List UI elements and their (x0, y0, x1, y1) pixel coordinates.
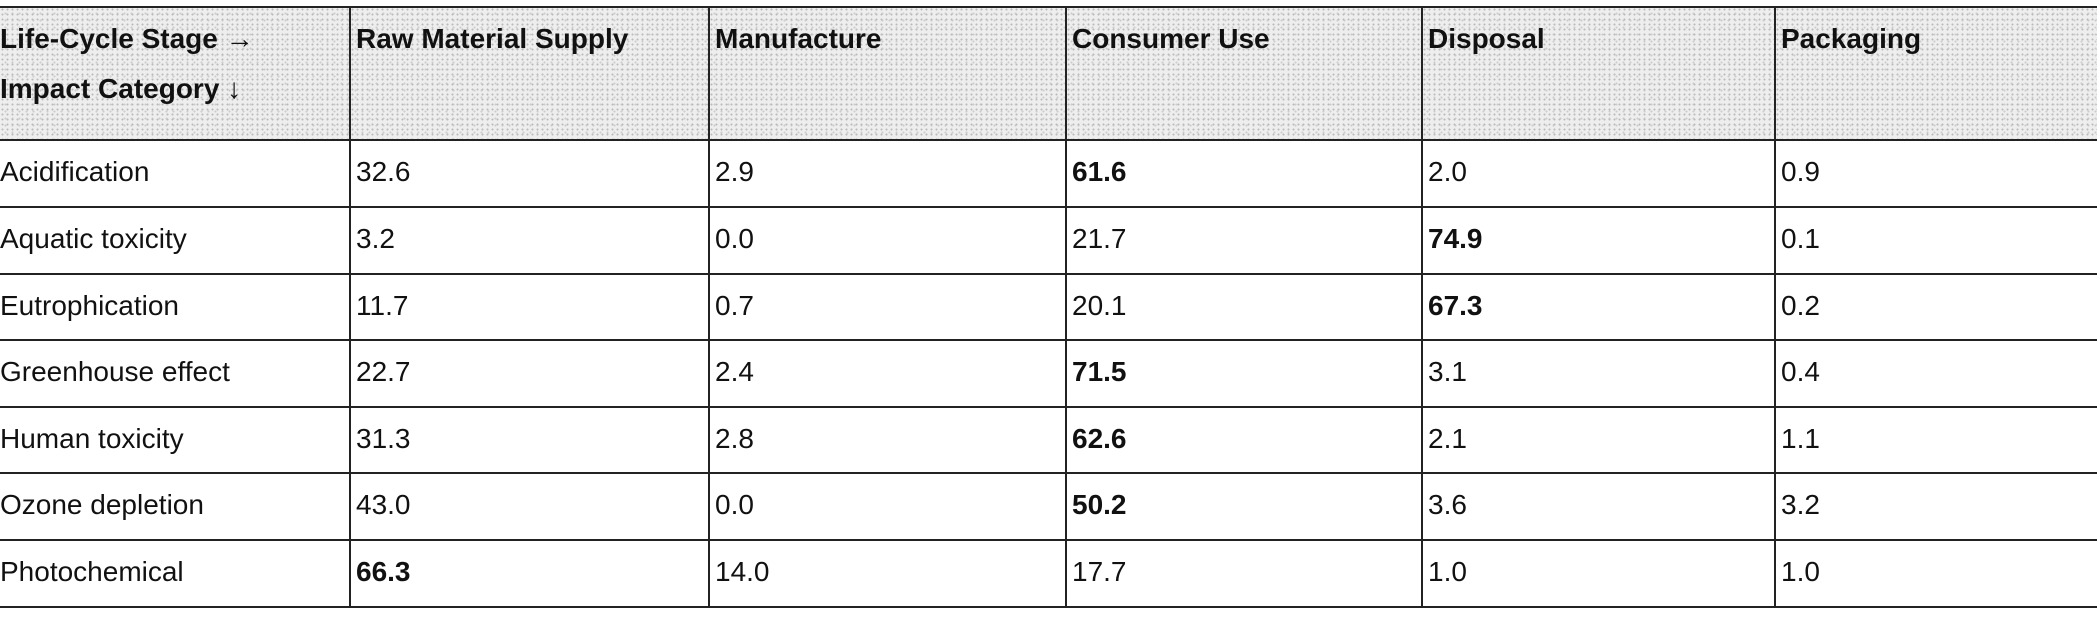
row-rule (0, 406, 2097, 408)
value-cell: 31.3 (356, 423, 411, 454)
row-label: Greenhouse effect (0, 356, 230, 387)
row-rule (0, 339, 2097, 341)
value-cell: 14.0 (715, 556, 770, 587)
value-cell: 3.6 (1428, 489, 1467, 520)
value-cell: 3.2 (356, 223, 395, 254)
value-cell: 2.8 (715, 423, 754, 454)
value-cell: 1.0 (1781, 556, 1820, 587)
value-cell: 3.2 (1781, 489, 1820, 520)
value-cell: 2.1 (1428, 423, 1467, 454)
row-label: Aquatic toxicity (0, 223, 187, 254)
value-cell: 50.2 (1072, 489, 1127, 520)
value-cell: 2.4 (715, 356, 754, 387)
value-cell: 74.9 (1428, 223, 1483, 254)
value-cell: 0.0 (715, 223, 754, 254)
column-header: Manufacture (709, 7, 1066, 140)
row-rule (0, 206, 2097, 208)
column-rule (708, 7, 710, 607)
value-cell: 0.9 (1781, 156, 1820, 187)
value-cell: 0.2 (1781, 290, 1820, 321)
value-cell: 62.6 (1072, 423, 1127, 454)
column-header: Consumer Use (1066, 7, 1422, 140)
column-rule (349, 7, 351, 607)
row-rule (0, 273, 2097, 275)
column-rule (1774, 7, 1776, 607)
row-rule (0, 472, 2097, 474)
column-rule (1065, 7, 1067, 607)
value-cell: 22.7 (356, 356, 411, 387)
value-cell: 2.9 (715, 156, 754, 187)
row-label: Ozone depletion (0, 489, 204, 520)
value-cell: 20.1 (1072, 290, 1127, 321)
header-corner: Life-Cycle Stage → Impact Category ↓ (0, 7, 350, 140)
value-cell: 0.4 (1781, 356, 1820, 387)
row-label: Human toxicity (0, 423, 184, 454)
row-label: Photochemical (0, 556, 184, 587)
column-header: Packaging (1775, 7, 2097, 140)
column-rule (1421, 7, 1423, 607)
row-rule (0, 539, 2097, 541)
value-cell: 32.6 (356, 156, 411, 187)
row-label: Eutrophication (0, 290, 180, 321)
value-cell: 17.7 (1072, 556, 1127, 587)
value-cell: 2.0 (1428, 156, 1467, 187)
row-label: Acidification (0, 156, 150, 187)
value-cell: 43.0 (356, 489, 411, 520)
row-rule (0, 6, 2097, 8)
value-cell: 66.3 (356, 556, 411, 587)
value-cell: 0.1 (1781, 223, 1820, 254)
value-cell: 11.7 (356, 290, 409, 321)
value-cell: 1.0 (1428, 556, 1467, 587)
column-header: Raw Material Supply (350, 7, 709, 140)
value-cell: 71.5 (1072, 356, 1127, 387)
row-rule (0, 606, 2097, 608)
value-cell: 0.7 (715, 290, 754, 321)
value-cell: 21.7 (1072, 223, 1127, 254)
value-cell: 1.1 (1781, 423, 1820, 454)
value-cell: 61.6 (1072, 156, 1127, 187)
value-cell: 0.0 (715, 489, 754, 520)
value-cell: 67.3 (1428, 290, 1483, 321)
column-header: Disposal (1422, 7, 1775, 140)
value-cell: 3.1 (1428, 356, 1467, 387)
stage-label: Life-Cycle Stage → (0, 23, 254, 54)
impact-label: Impact Category ↓ (0, 73, 242, 104)
row-rule (0, 139, 2097, 141)
